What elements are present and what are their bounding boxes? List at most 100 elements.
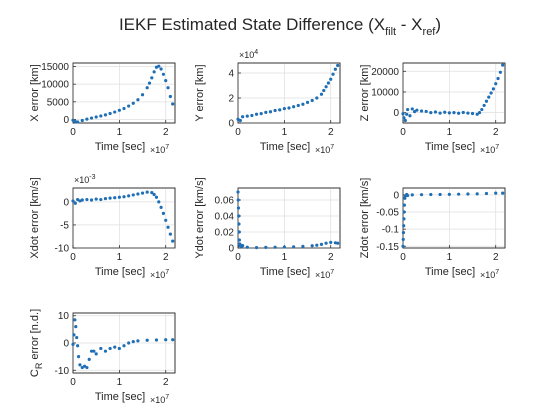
data-point	[264, 245, 268, 249]
data-point	[329, 77, 333, 81]
data-point	[237, 238, 241, 242]
plot-area	[72, 62, 176, 124]
x-axis-exponent: ×107	[315, 144, 334, 155]
y-tick-label: 5000	[47, 97, 70, 108]
data-point	[461, 110, 465, 115]
data-point	[424, 109, 428, 114]
data-point	[113, 110, 117, 114]
data-point	[324, 85, 328, 89]
x-tick-label: 1	[447, 127, 453, 138]
x-tick-label: 0	[235, 252, 241, 263]
data-point	[237, 214, 241, 218]
y-axis-exponent: ×10-3	[74, 174, 96, 185]
data-point	[408, 114, 412, 118]
data-point	[419, 109, 424, 113]
y-axis-label: Zdot error [km/s]	[359, 178, 371, 259]
x-axis-exponent: ×107	[480, 144, 499, 155]
data-point	[412, 110, 417, 114]
data-point	[401, 112, 405, 116]
data-point	[475, 192, 479, 196]
y-tick-label: 10000	[371, 87, 399, 98]
data-point	[477, 111, 482, 115]
y-tick-label: -10	[55, 244, 70, 255]
x-axis-label: Time [sec]	[260, 141, 310, 153]
data-point	[147, 81, 152, 85]
x-axis-label: Time [sec]	[260, 266, 310, 278]
y-tick-label: -0.1	[382, 225, 400, 236]
data-point	[310, 244, 314, 248]
data-point	[470, 111, 475, 116]
data-point	[168, 94, 172, 99]
y-axis-label: X error [km]	[29, 64, 41, 121]
data-point	[78, 363, 82, 367]
data-point	[237, 230, 241, 234]
data-point	[254, 112, 259, 116]
data-point	[401, 237, 405, 242]
x-tick-label: 1	[282, 127, 288, 138]
data-point	[140, 191, 145, 195]
x-axis-exponent: ×107	[480, 269, 499, 280]
data-point	[292, 105, 296, 109]
y-tick-label: -0.05	[376, 208, 399, 219]
data-point	[72, 333, 76, 337]
data-point	[433, 110, 438, 114]
data-point	[402, 217, 406, 221]
y-tick-label: -5	[60, 220, 69, 231]
data-point	[82, 364, 87, 368]
data-point	[94, 115, 98, 119]
y-tick-label: 0	[63, 115, 69, 126]
data-point	[273, 108, 277, 113]
data-point	[171, 102, 175, 106]
x-tick-label: 1	[117, 377, 123, 388]
data-point	[127, 104, 131, 108]
data-point	[402, 224, 406, 228]
data-point	[127, 341, 131, 345]
data-point	[166, 225, 170, 229]
data-point	[122, 106, 126, 111]
y-tick-label: 0	[63, 197, 69, 208]
x-axis-label: Time [sec]	[95, 391, 145, 403]
y-tick-label: 0.02	[215, 228, 235, 239]
data-point	[466, 111, 470, 115]
y-tick-label: 0	[228, 119, 234, 130]
data-point	[71, 118, 75, 122]
x-axis-exponent: ×107	[150, 394, 169, 405]
x-tick-label: 2	[328, 127, 334, 138]
data-point	[73, 318, 77, 322]
plot-frame	[72, 187, 176, 249]
data-point	[336, 63, 340, 68]
data-point	[278, 108, 282, 112]
data-point	[166, 86, 170, 90]
data-point	[108, 346, 112, 351]
data-point	[108, 111, 112, 116]
data-point	[236, 198, 240, 202]
data-point	[475, 112, 479, 116]
x-axis-exponent: ×107	[150, 144, 169, 155]
x-axis-label: Time [sec]	[95, 266, 145, 278]
data-point	[103, 113, 108, 117]
x-tick-label: 0	[70, 252, 76, 263]
data-point	[80, 365, 84, 370]
data-point	[484, 99, 489, 103]
data-point	[245, 245, 249, 249]
y-axis-label: Y error [km]	[194, 64, 206, 121]
data-point	[405, 112, 409, 116]
x-tick-label: 2	[163, 127, 169, 138]
x-tick-label: 1	[282, 252, 288, 263]
data-point	[402, 203, 406, 207]
data-point	[494, 191, 498, 195]
data-point	[74, 325, 78, 329]
y-axis-label: Ydot error [km/s]	[194, 177, 206, 258]
data-point	[452, 111, 456, 115]
data-point	[491, 87, 496, 91]
x-axis-label: Time [sec]	[95, 141, 145, 153]
data-point	[336, 241, 340, 245]
y-tick-label: 10000	[41, 80, 69, 91]
x-axis-label: Time [sec]	[425, 141, 475, 153]
plot-frame	[402, 62, 506, 124]
data-point	[157, 64, 161, 68]
data-point	[259, 112, 263, 116]
data-point	[292, 245, 296, 249]
